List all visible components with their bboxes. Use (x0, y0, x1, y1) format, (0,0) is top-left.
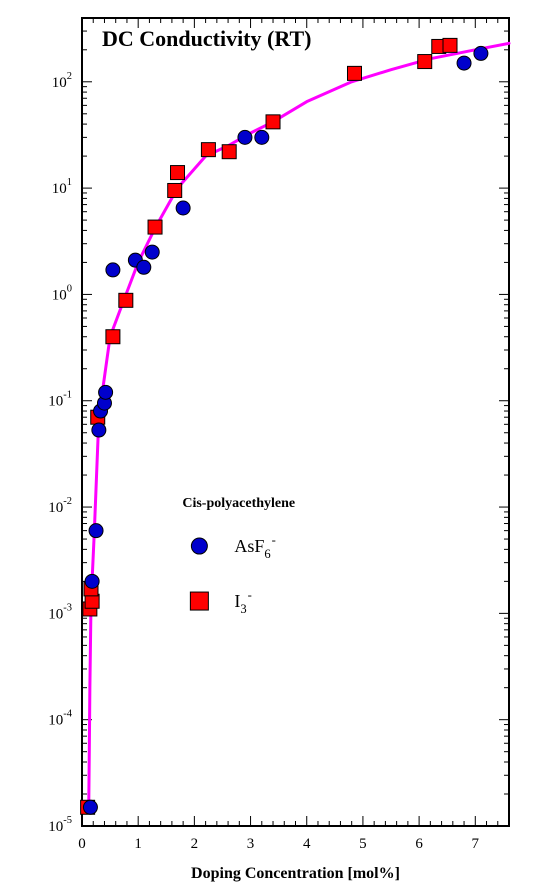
svg-text:0: 0 (78, 836, 86, 852)
svg-text:1: 1 (134, 836, 142, 852)
chart-svg: 0 1 2 3 4 5 6 7 10-5 10-4 10-3 10-2 10-1 100 101 102 DC … (0, 0, 539, 896)
svg-text:4: 4 (303, 836, 311, 852)
svg-text:5: 5 (359, 836, 367, 852)
svg-text:2: 2 (191, 836, 199, 852)
svg-text:10-2: 10-2 (48, 496, 72, 516)
svg-text:3: 3 (247, 836, 255, 852)
svg-text:Doping Concentration [mol%]: Doping Concentration [mol%] (191, 865, 400, 882)
svg-text:7: 7 (472, 836, 480, 852)
svg-text:Cis-polyacethylene: Cis-polyacethylene (182, 496, 295, 511)
svg-text:10-5: 10-5 (48, 815, 72, 835)
conductivity-chart: 0 1 2 3 4 5 6 7 10-5 10-4 10-3 10-2 10-1 100 101 102 DC … (0, 0, 539, 896)
svg-text:10-4: 10-4 (48, 709, 72, 729)
svg-text:10-3: 10-3 (48, 602, 72, 622)
svg-text:10-1: 10-1 (48, 390, 72, 410)
svg-text:DC Conductivity (RT): DC Conductivity (RT) (102, 26, 311, 51)
svg-text:101: 101 (52, 177, 72, 197)
svg-text:100: 100 (52, 283, 72, 303)
svg-text:102: 102 (52, 71, 72, 91)
svg-text:6: 6 (415, 836, 423, 852)
